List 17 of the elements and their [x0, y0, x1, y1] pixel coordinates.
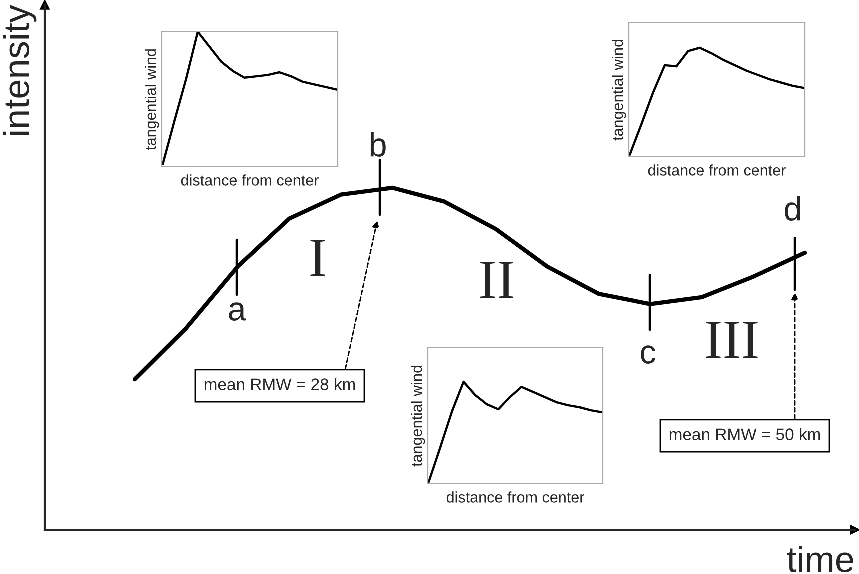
y-axis-title: tangential wind	[612, 40, 626, 141]
annotation: mean RMW = 50 km	[670, 428, 820, 440]
annotation: c	[641, 346, 656, 364]
annotation: a	[229, 302, 246, 321]
annotation: III	[706, 322, 758, 358]
annotation: I	[310, 240, 326, 276]
annotation: d	[785, 196, 800, 221]
y-axis-title: tangential wind	[410, 366, 426, 467]
x-axis-title: distance from center	[648, 164, 786, 176]
annotation: II	[480, 262, 514, 298]
x-axis-title: distance from center	[181, 174, 319, 186]
x-axis-title: time	[787, 546, 854, 572]
annotation: mean RMW = 28 km	[204, 378, 356, 390]
x-axis-title: distance from center	[446, 492, 584, 503]
y-axis-title: intensity	[3, 5, 37, 136]
y-axis-title: tangential wind	[144, 50, 160, 150]
text: b	[370, 132, 386, 157]
